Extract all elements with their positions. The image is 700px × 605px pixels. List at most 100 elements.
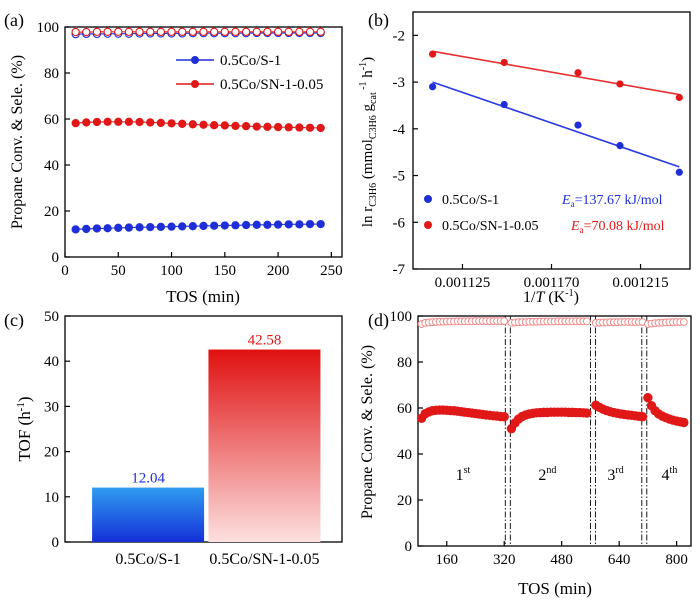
a-data-point xyxy=(273,122,283,132)
a-data-point xyxy=(114,27,123,36)
a-data-point xyxy=(114,223,123,232)
a-ytick-label: 20 xyxy=(44,204,59,220)
c-bar xyxy=(92,487,205,542)
c-data-label: 42.58 xyxy=(248,333,282,349)
panel-a-label: (a) xyxy=(4,10,24,31)
a-data-point xyxy=(241,27,251,36)
a-data-point xyxy=(231,221,240,230)
b-xtick-label: 0.001125 xyxy=(435,275,491,291)
panel-c-label: (c) xyxy=(4,310,24,331)
panel-d-ylabel: Propane Conv. & Sele. (%) xyxy=(359,345,376,519)
d-data-point xyxy=(637,412,648,422)
b-ytick-label: -3 xyxy=(393,75,406,91)
a-data-point xyxy=(82,27,91,37)
b-fit-line xyxy=(432,50,680,96)
c-ytick-label: 20 xyxy=(44,445,59,461)
a-data-point xyxy=(188,27,197,36)
a-data-point xyxy=(295,220,304,229)
legend-label-0.5co-sn-1-0.05: 0.5Co/SN-1-0.05 xyxy=(220,77,323,93)
a-data-point xyxy=(135,223,144,232)
a-data-point xyxy=(178,222,187,231)
a-data-point xyxy=(252,122,261,131)
a-data-point xyxy=(284,27,293,36)
a-data-point xyxy=(103,27,112,36)
a-data-point xyxy=(178,119,187,128)
a-xtick-label: 150 xyxy=(214,263,237,279)
panel-c-ylabel: TOF (h-1) xyxy=(15,396,34,461)
a-data-point xyxy=(263,122,272,131)
d-xtick-label: 160 xyxy=(435,552,458,568)
panel-a-marks xyxy=(71,27,325,234)
a-data-point xyxy=(103,224,112,233)
a-series-line xyxy=(75,32,321,35)
b-data-point xyxy=(428,83,437,91)
d-ytick-label: 80 xyxy=(397,355,412,371)
a-data-point xyxy=(156,118,166,128)
d-data-point xyxy=(582,317,591,326)
a-data-point xyxy=(167,222,176,231)
legend-b-marker-red xyxy=(424,221,432,229)
a-data-point xyxy=(135,27,144,36)
a-data-point xyxy=(167,27,176,36)
b-data-point xyxy=(616,80,624,88)
a-data-point xyxy=(231,121,240,131)
panel-b-legend: 0.5Co/S-1 Ea=137.67 kJ/mol 0.5Co/SN-1-0.… xyxy=(424,193,665,235)
panel-b-ylabel: ln rC3H6 (mmolC3H6 gcat -1 h-1) xyxy=(358,57,379,227)
b-xtick-label: 0.001170 xyxy=(524,275,580,291)
a-data-point xyxy=(92,224,102,233)
panel-a-ylabel: Propane Conv. & Sele. (%) xyxy=(9,55,26,229)
a-data-point xyxy=(199,221,208,231)
d-data-point xyxy=(643,392,653,403)
b-data-point xyxy=(574,69,582,77)
legend-b-label-blue: 0.5Co/S-1 xyxy=(442,193,499,208)
d-data-point xyxy=(679,318,688,326)
a-data-point xyxy=(124,27,134,36)
d-xtick-label: 480 xyxy=(550,552,573,568)
b-data-point xyxy=(616,142,624,150)
d-ytick-label: 0 xyxy=(405,539,413,555)
a-data-point xyxy=(210,221,219,230)
a-data-point xyxy=(316,219,325,229)
a-data-point xyxy=(71,118,80,128)
a-data-point xyxy=(92,117,102,127)
d-ytick-label: 60 xyxy=(397,401,412,417)
d-xtick-label: 800 xyxy=(665,552,688,568)
b-data-point xyxy=(675,168,683,176)
d-cycle-label: 2nd xyxy=(538,465,556,484)
a-ytick-label: 80 xyxy=(44,66,59,82)
a-data-point xyxy=(263,220,272,229)
a-data-point xyxy=(156,222,166,232)
a-data-point xyxy=(241,220,251,230)
a-xtick-label: 250 xyxy=(320,263,343,279)
d-xtick-label: 640 xyxy=(608,552,631,568)
a-xtick-label: 0 xyxy=(61,263,69,279)
a-data-point xyxy=(188,222,197,231)
b-data-point xyxy=(500,100,508,109)
panel-b-ticks: 0.001125 0.001170 0.001215 -2 -3 -4 -5 -6 -7 xyxy=(393,28,669,291)
d-xtick-label: 320 xyxy=(493,552,516,568)
c-data-label: 12.04 xyxy=(131,471,165,487)
a-data-point xyxy=(92,27,102,36)
a-data-point xyxy=(210,121,219,130)
panel-c-ticks: 0 10 20 30 40 50 0.5Co/S-1 0.5Co/SN-1-0.05 xyxy=(44,309,320,568)
a-xtick-label: 200 xyxy=(267,263,290,279)
a-data-point xyxy=(199,120,208,129)
c-ytick-label: 40 xyxy=(44,354,59,370)
b-data-point xyxy=(428,50,437,58)
a-data-point xyxy=(199,27,208,36)
panel-b-marks xyxy=(428,50,683,176)
b-data-point xyxy=(574,121,582,129)
b-data-point xyxy=(500,58,508,67)
a-data-point xyxy=(210,27,219,36)
a-data-point xyxy=(156,27,166,36)
panel-d: (d) 160 320 480 640 800 0 20 40 60 80 100 1st 2nd 3r… xyxy=(359,309,692,598)
b-ytick-label: -7 xyxy=(393,262,406,278)
a-data-point xyxy=(82,118,91,127)
a-data-point xyxy=(167,119,176,128)
a-series-line xyxy=(75,223,321,230)
a-data-point xyxy=(252,220,261,229)
a-data-point xyxy=(252,27,261,36)
c-xtick-label: 0.5Co/SN-1-0.05 xyxy=(209,551,319,568)
a-data-point xyxy=(220,27,229,36)
